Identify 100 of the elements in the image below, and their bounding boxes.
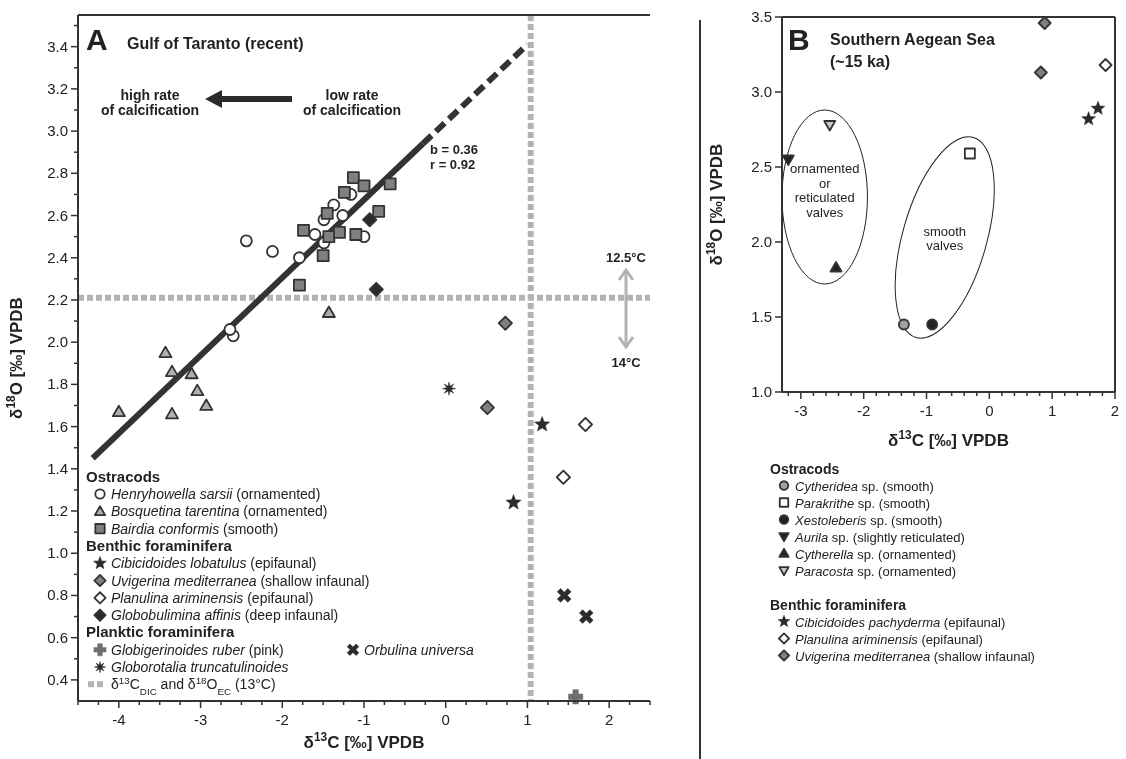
point [308,228,322,241]
x-tick-label: 2 [604,711,614,728]
annotation: b = 0.36 [430,142,479,157]
point [266,245,279,258]
annotation: Planktic foraminifera [86,623,236,641]
annotation: low rate of calcification [302,87,402,118]
point [293,251,306,265]
y-tick-label: 3.4 [47,37,68,55]
y-tick-label: 3.0 [47,122,68,140]
annotation: B [788,23,810,56]
x-tick-label: 0 [985,402,994,419]
legend-label: Globorotalia truncatulinoides [111,659,289,676]
legend-label: Cytherella sp. (ornamented) [795,546,957,562]
y-tick-label: 0.6 [47,628,68,646]
point [372,204,386,218]
point [165,406,179,420]
x-tick-label: 0 [441,711,450,728]
legend-label: Globigerinoides ruber (pink) [111,641,284,658]
x-tick-label: -4 [112,711,126,728]
y-tick-label: 0.8 [47,586,68,604]
point [781,154,795,166]
x-tick-label: -1 [357,711,371,728]
y-tick-label: 1.4 [47,459,68,477]
point [497,315,513,331]
text: Ostracods [770,460,840,477]
point [1033,65,1048,80]
y-tick-label: 2.0 [751,233,772,250]
point [1090,101,1106,115]
legend-label: Orbulina universa [364,641,474,658]
y-tick-label: 1.2 [47,502,68,520]
annotation: 14°C [611,355,642,370]
x-tick-label: -3 [794,402,808,419]
y-tick-label: 2.5 [751,158,772,175]
x-tick-label: -3 [193,711,208,728]
y-tick-label: 2.8 [47,164,68,182]
x-tick-label: 2 [1110,402,1120,419]
point [823,120,837,132]
point [897,318,910,331]
point [321,305,336,318]
legend-label: Cytheridea sp. (smooth) [795,478,934,494]
point [190,383,205,397]
annotation: smooth valves [923,223,967,253]
x-axis-title: δ$^{13}$C [‰] VPDB [888,428,1009,450]
point [568,689,584,705]
point [1098,58,1113,72]
legend-label: Paracosta sp. (ornamented) [795,563,957,579]
x-axis-title: δ$^{13}$C [‰] VPDB [303,730,425,752]
legend-label: Uvigerina mediterranea (shallow infaunal) [111,572,370,589]
point [337,185,351,199]
point [1081,111,1096,126]
text: Southern Aegean Sea (~15 ka) [830,31,995,70]
y-tick-label: 2.0 [47,333,68,351]
point [239,234,253,248]
point [368,281,384,297]
legend-label: Parakrithe sp. (smooth) [795,495,931,511]
point [349,228,363,241]
legend-label: Cibicidoides lobatulus (epifaunal) [111,555,317,572]
point [346,171,360,184]
annotation: Ostracods [86,467,161,485]
x-tick-label: 1 [523,711,532,728]
y-tick-label: 1.0 [751,383,772,400]
legend-label: Planulina ariminensis (epifaunal) [795,631,983,647]
point [297,223,310,237]
point [442,381,456,396]
point [158,345,173,359]
x-tick-label: -2 [857,402,871,419]
y-tick-label: 0.4 [47,670,68,688]
x-tick-label: -1 [919,402,934,419]
legend-label: Uvigerina mediterranea (shallow infaunal) [795,648,1035,664]
x-tick-label: -2 [275,711,289,728]
point [577,416,593,432]
x-tick-label: 1 [1048,402,1057,419]
annotation: r = 0.92 [430,157,476,172]
point [557,588,572,603]
point [383,177,397,191]
y-tick-label: 1.8 [47,375,68,393]
point [829,261,843,273]
point [316,249,330,263]
point [293,278,306,292]
point [579,609,594,624]
text: δ$^{13}$C$_{DIC}$ and δ$^{18}$O$_{EC}$ (13°C) [111,674,276,697]
text: Gulf of Taranto (recent) [127,35,304,52]
point [199,398,214,411]
legend-label: Bosquetina tarentina (ornamented) [111,503,328,520]
legend-label: Xestoleberis sp. (smooth) [794,512,943,528]
y-tick-label: 2.2 [47,290,68,308]
point [926,318,939,331]
point [320,207,334,220]
point [362,212,378,228]
point [111,404,126,418]
annotation: 12.5°C [606,250,647,265]
point [534,416,550,432]
point [505,494,522,510]
legend-label: Henryhowella sarsii (ornamented) [111,486,321,503]
legend-label: Bairdia conformis (smooth) [111,520,279,537]
y-tick-label: 1.0 [47,544,68,562]
point [1037,16,1052,30]
y-tick-label: 2.4 [47,248,68,266]
annotation: ornamented or reticulated valves [790,161,860,220]
y-tick-label: 3.5 [751,8,772,25]
